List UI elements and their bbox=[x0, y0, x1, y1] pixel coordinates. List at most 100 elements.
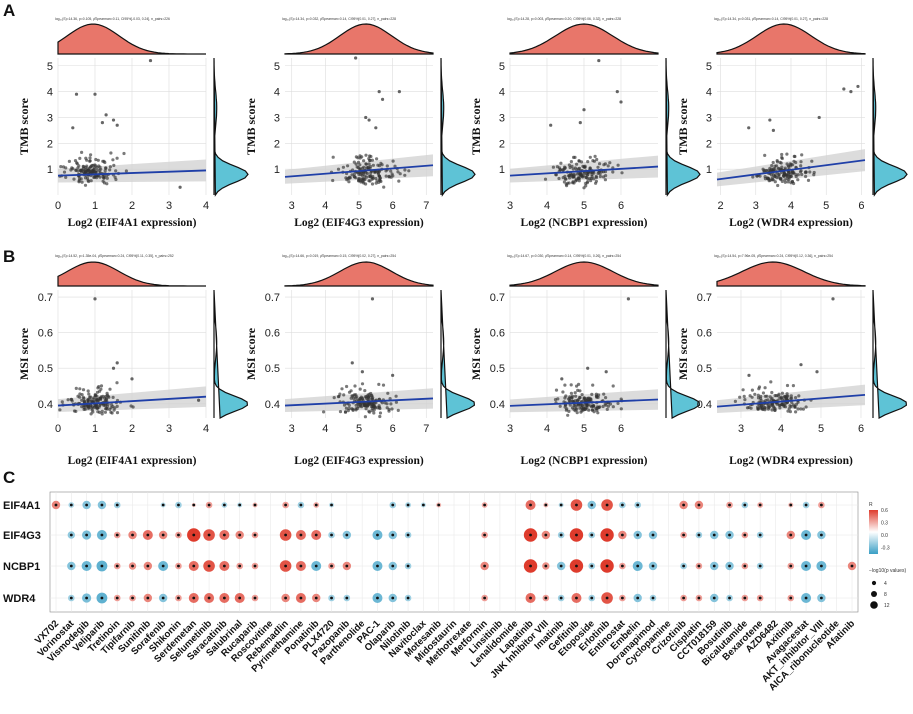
data-point bbox=[567, 163, 572, 167]
data-point bbox=[780, 391, 785, 395]
significance-dot bbox=[620, 564, 624, 568]
data-point bbox=[78, 387, 82, 391]
y-tick-label: 0.6 bbox=[490, 328, 505, 340]
data-point bbox=[114, 177, 118, 182]
data-point bbox=[570, 396, 574, 400]
data-point bbox=[808, 170, 812, 174]
data-point bbox=[111, 366, 116, 370]
data-point bbox=[789, 174, 794, 178]
data-point bbox=[384, 169, 388, 173]
data-point bbox=[349, 389, 353, 393]
data-point bbox=[582, 171, 586, 175]
data-point bbox=[378, 414, 382, 419]
x-tick-label: 4 bbox=[322, 200, 328, 212]
data-point bbox=[360, 173, 364, 177]
data-point bbox=[390, 172, 394, 176]
data-point bbox=[577, 159, 581, 163]
significance-dot bbox=[299, 503, 303, 507]
data-point bbox=[385, 164, 389, 168]
data-point bbox=[594, 174, 598, 178]
y-tick-label: 2 bbox=[499, 138, 505, 150]
regression-line bbox=[509, 398, 659, 407]
significance-dot bbox=[758, 564, 762, 568]
data-point bbox=[391, 373, 395, 377]
data-point bbox=[619, 407, 623, 411]
data-point bbox=[586, 366, 590, 370]
data-point bbox=[569, 383, 573, 387]
significance-dot bbox=[758, 533, 762, 537]
significance-dot bbox=[483, 564, 487, 568]
data-point bbox=[769, 173, 773, 177]
data-point bbox=[91, 169, 95, 173]
data-point bbox=[82, 406, 86, 410]
data-point bbox=[573, 409, 577, 413]
gene-label: WDR4 bbox=[3, 593, 36, 605]
significance-dot bbox=[284, 503, 288, 507]
data-point bbox=[799, 160, 803, 164]
data-point bbox=[568, 165, 572, 170]
data-point bbox=[397, 90, 401, 94]
significance-dot bbox=[559, 596, 563, 600]
top-density bbox=[284, 261, 434, 287]
data-point bbox=[351, 408, 355, 412]
data-point bbox=[773, 408, 777, 412]
y-tick-label: 0.7 bbox=[38, 292, 53, 304]
data-point bbox=[343, 410, 348, 414]
data-point bbox=[796, 407, 800, 411]
data-point bbox=[761, 167, 765, 171]
data-point bbox=[598, 405, 602, 409]
scatter-panels: log₁₀(S)=14.36, p=0.105, ρ̂Spearman=0.11… bbox=[17, 17, 908, 467]
x-tick-label: 7 bbox=[423, 423, 429, 435]
data-point bbox=[367, 118, 371, 122]
data-point bbox=[561, 390, 565, 394]
significance-dot bbox=[575, 533, 578, 537]
significance-dot bbox=[804, 596, 808, 600]
data-point bbox=[842, 87, 846, 91]
data-point bbox=[340, 387, 344, 391]
data-point bbox=[396, 170, 400, 174]
data-point bbox=[580, 403, 584, 407]
data-point bbox=[403, 173, 407, 177]
data-point bbox=[785, 162, 789, 166]
significance-dot bbox=[559, 533, 563, 537]
significance-dot bbox=[712, 596, 716, 600]
y-tick-label: 1 bbox=[706, 164, 712, 176]
y-tick-label: 1 bbox=[274, 164, 280, 176]
significance-dot bbox=[743, 564, 747, 568]
data-point bbox=[763, 386, 767, 390]
data-point bbox=[587, 408, 591, 412]
data-point bbox=[322, 410, 326, 414]
data-point bbox=[773, 164, 777, 168]
data-point bbox=[771, 160, 775, 165]
data-point bbox=[753, 392, 757, 396]
data-point bbox=[336, 167, 341, 171]
data-point bbox=[347, 403, 351, 407]
data-point bbox=[376, 406, 380, 410]
data-point bbox=[567, 181, 571, 185]
data-point bbox=[360, 396, 364, 400]
data-point bbox=[759, 396, 763, 400]
data-point bbox=[59, 165, 63, 169]
data-point bbox=[360, 382, 365, 386]
data-point bbox=[549, 123, 553, 127]
regression-line bbox=[716, 393, 866, 408]
right-density bbox=[440, 57, 476, 197]
data-point bbox=[397, 179, 401, 183]
significance-dot bbox=[222, 533, 226, 537]
data-point bbox=[763, 153, 767, 157]
x-tick-label: 5 bbox=[356, 423, 362, 435]
data-point bbox=[789, 397, 793, 401]
significance-dot bbox=[345, 533, 349, 537]
significance-dot bbox=[758, 503, 762, 507]
data-point bbox=[564, 408, 569, 412]
data-point bbox=[551, 165, 556, 169]
x-tick-label: 2 bbox=[129, 200, 135, 212]
data-point bbox=[579, 160, 584, 164]
significance-dot bbox=[238, 533, 242, 537]
data-point bbox=[398, 172, 402, 176]
significance-dot bbox=[284, 596, 288, 600]
data-point bbox=[604, 370, 608, 374]
data-point bbox=[543, 177, 548, 181]
significance-dot bbox=[605, 564, 609, 568]
x-tick-label: 5 bbox=[356, 200, 362, 212]
